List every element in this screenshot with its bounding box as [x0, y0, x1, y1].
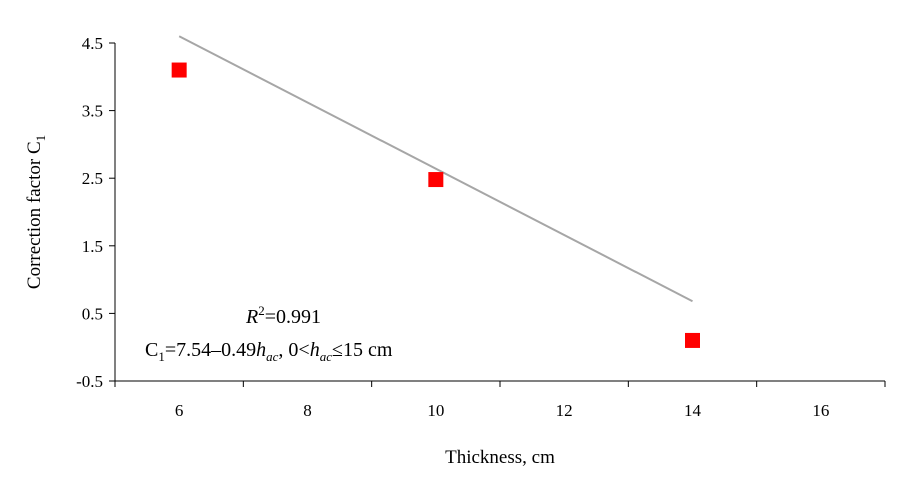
- x-tick-label: 10: [427, 401, 444, 420]
- eq-h2: h: [310, 339, 320, 361]
- eq-h-sub: ac: [266, 349, 279, 364]
- eq-h: h: [256, 339, 266, 361]
- y-tick-label: 1.5: [82, 237, 103, 256]
- y-tick-label: -0.5: [76, 372, 103, 391]
- r-squared-annotation: R2=0.991: [245, 303, 321, 328]
- ticks: 6 8 10 12 14 16-0.50.51.52.53.54.5: [76, 34, 886, 420]
- eq-c: C: [145, 339, 158, 361]
- equation-annotation: C1=7.54–0.49hac, 0<hac≤15 cm: [145, 339, 393, 364]
- x-tick-label: 8: [303, 401, 312, 420]
- eq-body: =7.54–0.49: [165, 339, 256, 361]
- y-tick-label: 3.5: [82, 102, 103, 121]
- x-tick-label: 6: [175, 401, 184, 420]
- x-tick-label: 16: [812, 401, 829, 420]
- eq-mid: , 0<: [278, 339, 309, 361]
- y-tick-label: 4.5: [82, 34, 103, 53]
- y-tick-label: 2.5: [82, 169, 103, 188]
- eq-h2-sub: ac: [320, 349, 333, 364]
- x-tick-label: 14: [684, 401, 702, 420]
- trendline: [178, 35, 693, 303]
- y-axis-title: Correction factor C1: [24, 135, 48, 289]
- y-axis-title-sub: 1: [33, 135, 48, 142]
- data-point: [171, 62, 187, 78]
- r2-symbol: R: [245, 306, 258, 328]
- axes: [114, 43, 885, 382]
- y-axis-title-main: Correction factor C: [24, 141, 45, 289]
- data-points: [171, 62, 700, 348]
- data-point: [685, 332, 700, 348]
- r2-value: =0.991: [265, 306, 321, 328]
- eq-c-sub: 1: [158, 349, 165, 364]
- trendline-group: [178, 35, 693, 303]
- x-tick-label: 12: [556, 401, 573, 420]
- y-tick-label: 0.5: [82, 304, 103, 323]
- x-axis-title: Thickness, cm: [445, 447, 555, 468]
- data-point: [428, 172, 444, 188]
- r2-superscript: 2: [258, 303, 265, 318]
- eq-tail: ≤15 cm: [332, 339, 393, 361]
